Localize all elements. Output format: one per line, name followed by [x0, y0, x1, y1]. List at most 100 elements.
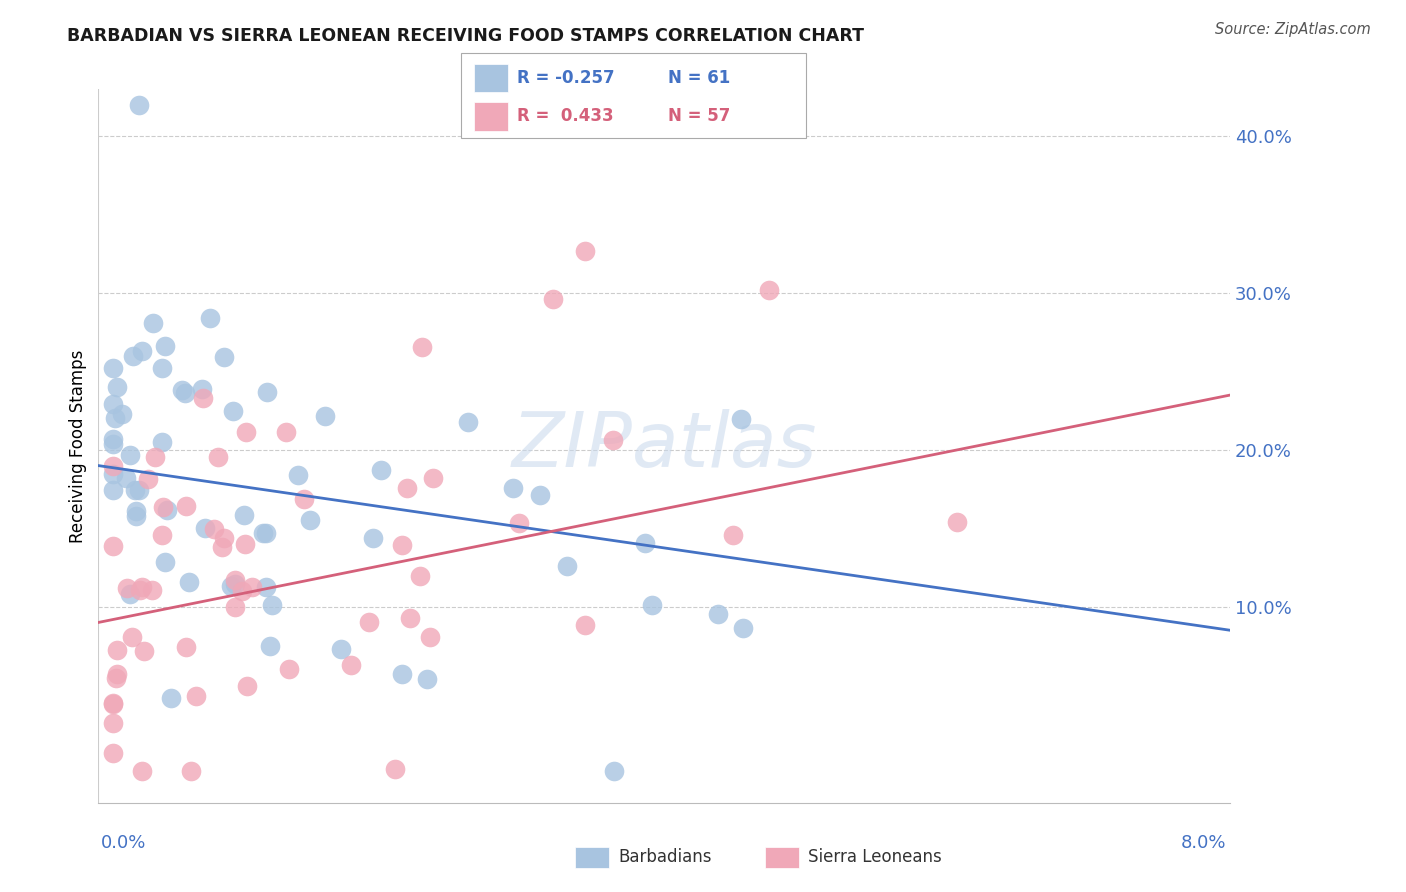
Point: [276, 425, 298, 440]
Point: [212, 350, 235, 364]
Text: R =  0.433: R = 0.433: [517, 107, 614, 125]
Point: [131, 764, 153, 779]
Point: [101, 746, 124, 760]
Point: [136, 471, 159, 485]
Point: [508, 516, 530, 530]
Point: [150, 361, 173, 376]
Point: [231, 583, 253, 598]
Point: [224, 577, 246, 591]
Point: [370, 462, 392, 476]
Point: [180, 764, 202, 779]
Point: [131, 580, 153, 594]
Point: [758, 283, 780, 297]
Point: [574, 617, 596, 632]
Point: [105, 667, 128, 681]
Point: [730, 412, 752, 426]
Point: [224, 574, 246, 588]
Point: [641, 599, 664, 613]
Point: [233, 537, 256, 551]
Point: [115, 582, 138, 596]
Point: [105, 380, 128, 394]
Point: [131, 344, 153, 359]
Point: [222, 404, 245, 418]
Point: [329, 641, 352, 656]
Point: [134, 644, 156, 658]
Point: [125, 509, 148, 524]
Point: [602, 434, 624, 448]
Point: [254, 526, 277, 541]
Point: [118, 587, 141, 601]
Point: [391, 667, 413, 681]
Point: [384, 762, 406, 776]
Point: [224, 600, 246, 615]
Point: [707, 607, 730, 622]
Point: [340, 658, 363, 673]
Point: [101, 483, 124, 498]
Point: [105, 671, 128, 685]
Point: [212, 532, 235, 546]
Point: [233, 508, 256, 522]
Point: [207, 450, 229, 464]
Point: [240, 580, 263, 594]
Point: [111, 407, 134, 421]
Point: [731, 621, 754, 635]
Point: [105, 642, 128, 657]
Point: [143, 450, 166, 465]
Point: [156, 502, 179, 516]
Text: 8.0%: 8.0%: [1181, 834, 1226, 852]
Point: [219, 579, 242, 593]
Text: Barbadians: Barbadians: [619, 848, 713, 866]
Point: [235, 425, 257, 439]
Point: [177, 575, 200, 590]
Point: [396, 481, 419, 495]
Point: [172, 384, 194, 398]
Point: [191, 382, 214, 396]
Point: [252, 526, 274, 541]
Point: [121, 630, 143, 644]
Point: [153, 339, 176, 353]
Point: [125, 504, 148, 518]
Point: [200, 310, 222, 325]
Text: N = 57: N = 57: [668, 107, 730, 125]
Point: [457, 415, 479, 429]
Point: [411, 340, 433, 354]
Text: Sierra Leoneans: Sierra Leoneans: [808, 848, 942, 866]
Point: [121, 349, 143, 363]
Point: [194, 521, 217, 535]
Point: [277, 662, 299, 676]
Point: [128, 483, 150, 497]
Point: [191, 391, 214, 405]
Text: BARBADIAN VS SIERRA LEONEAN RECEIVING FOOD STAMPS CORRELATION CHART: BARBADIAN VS SIERRA LEONEAN RECEIVING FO…: [67, 27, 865, 45]
Point: [104, 411, 127, 425]
Point: [174, 640, 197, 654]
Point: [721, 528, 744, 542]
Point: [259, 640, 281, 654]
Point: [103, 697, 125, 711]
Point: [502, 481, 524, 495]
Point: [419, 630, 441, 644]
Point: [603, 764, 626, 779]
Point: [155, 555, 177, 569]
Point: [408, 568, 430, 582]
Point: [173, 386, 195, 401]
Point: [101, 397, 124, 411]
Point: [101, 433, 124, 447]
Point: [256, 384, 278, 399]
Point: [101, 467, 124, 482]
Point: [262, 598, 284, 612]
Point: [101, 539, 124, 553]
Point: [254, 580, 277, 594]
Point: [115, 471, 138, 485]
Point: [555, 558, 578, 573]
Point: [541, 292, 564, 306]
Point: [634, 536, 657, 550]
Point: [391, 538, 413, 552]
Point: [184, 689, 207, 703]
Point: [292, 492, 315, 507]
Point: [287, 468, 309, 483]
Point: [152, 500, 174, 515]
Point: [150, 435, 173, 450]
Point: [118, 449, 141, 463]
Text: 0.0%: 0.0%: [101, 834, 146, 852]
Point: [202, 522, 225, 536]
